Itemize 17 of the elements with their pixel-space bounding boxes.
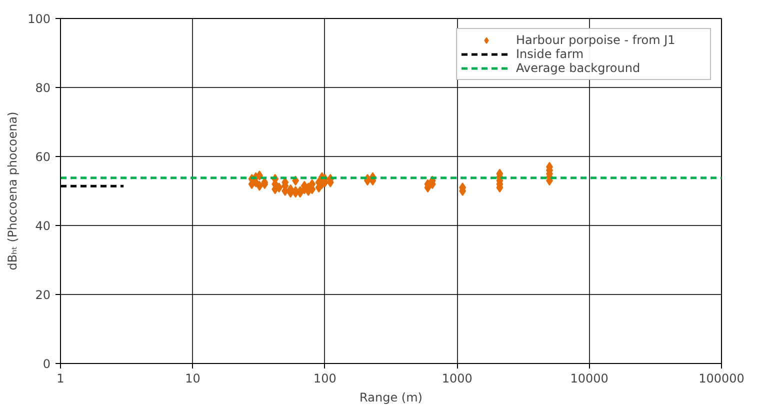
legend-label: Average background — [516, 61, 642, 75]
y-tick-label: 0 — [42, 357, 51, 371]
x-tick-label: 1000 — [442, 372, 472, 386]
y-tick-label: 20 — [35, 288, 51, 302]
legend-label: Harbour porpoise - from J1 — [516, 33, 676, 47]
x-tick-label: 100 — [313, 372, 336, 386]
legend-label: Inside farm — [516, 47, 585, 61]
y-tick-label: 100 — [28, 12, 50, 26]
y-tick-label: 80 — [35, 81, 51, 95]
y-tick-label: 40 — [35, 219, 51, 233]
y-axis-title: dBₕₜ (Phocoena phocoena) — [6, 112, 20, 270]
x-tick-label: 10 — [185, 372, 200, 386]
x-axis-title: Range (m) — [360, 390, 422, 404]
x-tick-label: 1 — [56, 372, 64, 386]
y-tick-label: 60 — [35, 150, 51, 164]
x-tick-label: 10000 — [570, 372, 608, 386]
x-tick-label: 100000 — [698, 372, 744, 386]
